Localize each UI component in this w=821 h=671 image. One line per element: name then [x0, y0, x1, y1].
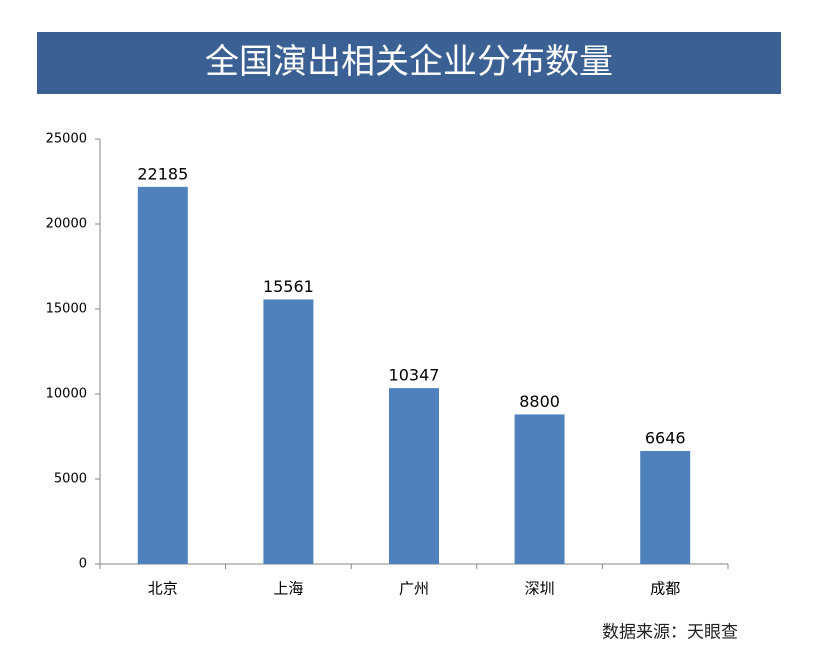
x-tick-label: 成都 — [650, 580, 680, 598]
y-tick-label: 25000 — [46, 132, 87, 147]
y-tick-label: 20000 — [46, 217, 87, 232]
bar — [137, 186, 188, 565]
value-label: 8800 — [519, 392, 560, 411]
chart-title: 全国演出相关企业分布数量 — [205, 42, 613, 82]
y-tick-label: 10000 — [46, 387, 87, 402]
y-tick-label: 15000 — [46, 302, 87, 317]
x-tick-label: 北京 — [148, 580, 178, 598]
value-label: 22185 — [137, 164, 188, 183]
title-banner — [37, 32, 781, 94]
value-label: 6646 — [645, 429, 686, 448]
bar — [514, 414, 565, 564]
y-tick-label: 5000 — [54, 472, 87, 487]
value-label: 10347 — [389, 366, 440, 385]
bar — [640, 451, 691, 564]
bar — [263, 299, 314, 564]
y-tick-label: 0 — [79, 557, 87, 572]
source-note: 数据来源：天眼查 — [602, 623, 738, 643]
x-tick-label: 深圳 — [525, 580, 555, 598]
x-tick-label: 广州 — [399, 580, 429, 598]
x-tick-label: 上海 — [273, 580, 303, 598]
value-label: 15561 — [263, 277, 314, 296]
bar — [389, 388, 439, 564]
